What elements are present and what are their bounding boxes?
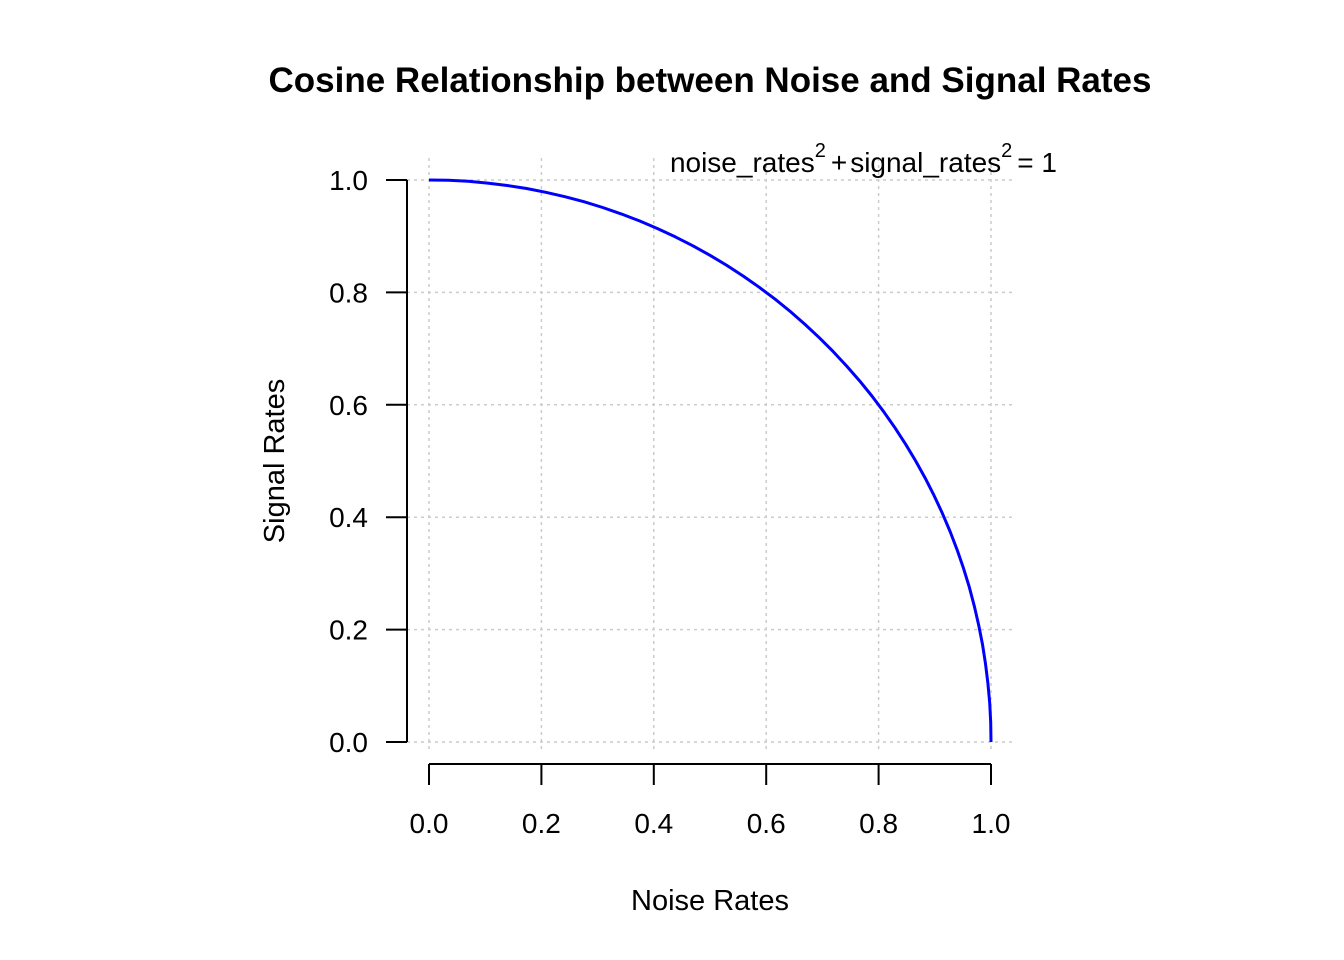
x-axis-label: Noise Rates <box>631 885 789 917</box>
x-tick-label: 1.0 <box>972 808 1011 839</box>
equation-annotation: noise_rates2 + signal_rates2 = 1 <box>670 140 1057 178</box>
annotation-plus: + <box>831 147 847 178</box>
series-layer <box>428 178 993 743</box>
annotation-noise-exponent: 2 <box>815 140 826 162</box>
x-tick-label: 0.8 <box>859 808 898 839</box>
chart-title: Cosine Relationship between Noise and Si… <box>269 61 1152 100</box>
y-tick-label: 1.0 <box>329 165 368 196</box>
grid <box>407 158 1013 752</box>
series-line <box>428 178 993 743</box>
y-tick-label: 0.8 <box>329 277 368 308</box>
annotation-noise-term: noise_rates <box>670 147 815 178</box>
annotation-signal-term: signal_rates <box>850 147 1001 178</box>
y-tick-label: 0.0 <box>329 727 368 758</box>
y-tick-label: 0.6 <box>329 390 368 421</box>
x-tick-label: 0.2 <box>522 808 561 839</box>
x-tick-label: 0.6 <box>747 808 786 839</box>
annotation-signal-exponent: 2 <box>1001 140 1012 162</box>
x-tick-label: 0.4 <box>634 808 673 839</box>
y-axis-label: Signal Rates <box>259 379 291 543</box>
y-tick-label: 0.2 <box>329 615 368 646</box>
annotation-equals: = 1 <box>1017 147 1057 178</box>
y-tick-label: 0.4 <box>329 502 368 533</box>
x-tick-label: 0.0 <box>410 808 449 839</box>
axes: 0.0 0.2 0.4 0.6 0.8 1.0 0.0 0.2 0.4 0.6 0.8 1.0 <box>329 165 1010 839</box>
